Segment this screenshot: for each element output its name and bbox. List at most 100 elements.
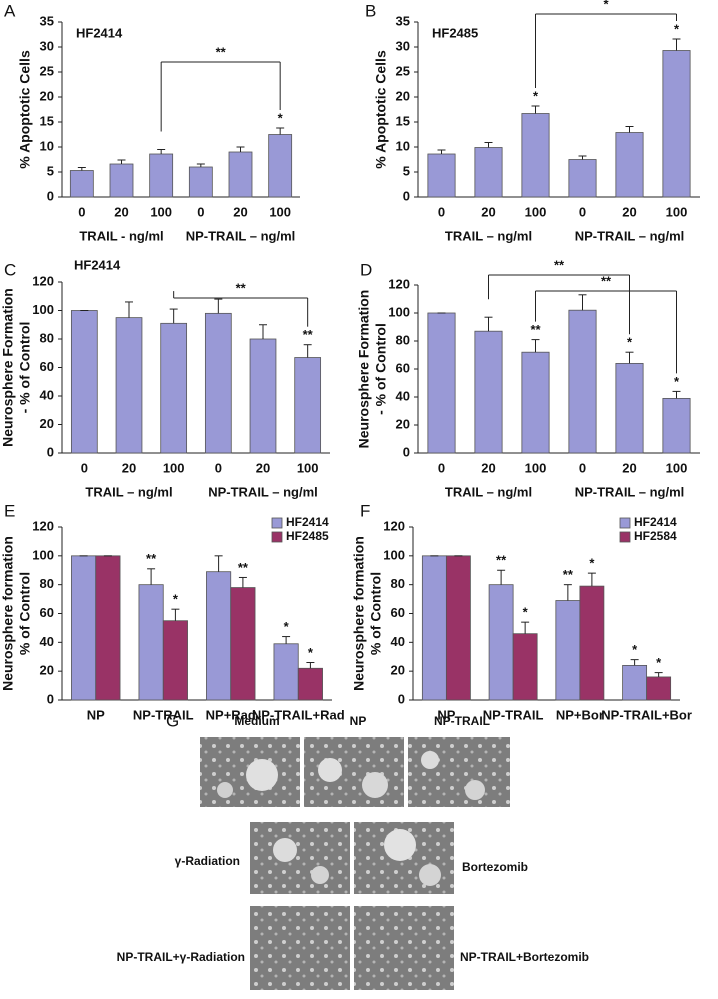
micrograph <box>250 822 350 894</box>
x-tick-label: 0 <box>579 460 586 475</box>
y-tick-label: 20 <box>396 416 410 431</box>
significance: * <box>656 655 662 670</box>
group-label: TRAIL - ng/ml <box>79 228 163 243</box>
significance: * <box>173 592 179 607</box>
y-axis-label: Neurosphere Formation <box>356 290 372 449</box>
y-tick-label: 120 <box>32 273 54 288</box>
micrograph-label: NP-TRAIL+γ-Radiation <box>117 950 245 964</box>
micrograph-label: Bortezomib <box>462 860 528 874</box>
bar <box>474 147 503 198</box>
significance: * <box>284 619 290 634</box>
panel-letter: G <box>166 711 179 730</box>
micrograph <box>408 737 510 807</box>
significance: ** <box>303 327 314 342</box>
significance: ** <box>238 560 249 575</box>
y-tick-label: 0 <box>403 188 410 203</box>
legend-label: HF2584 <box>634 529 677 543</box>
neurosphere <box>384 829 416 861</box>
y-tick-label: 0 <box>398 691 405 706</box>
significance: * <box>674 374 680 389</box>
micrograph-label: NP-TRAIL <box>434 714 490 728</box>
y-axis-label: Neurosphere formation <box>0 536 16 691</box>
bar <box>109 163 134 198</box>
micrograph <box>250 906 350 990</box>
y-axis-label: - % of Control <box>17 322 33 414</box>
bar <box>568 159 597 198</box>
x-tick-label: 0 <box>579 204 586 219</box>
group-label: NP-TRAIL – ng/ml <box>186 228 296 243</box>
bar <box>204 312 232 454</box>
y-tick-label: 40 <box>40 634 54 649</box>
bar <box>521 113 550 198</box>
bar <box>188 166 213 198</box>
legend-swatch <box>619 517 631 529</box>
x-tick-label: 100 <box>666 460 688 475</box>
significance: * <box>523 605 529 620</box>
micrograph <box>354 906 454 990</box>
panel-letter: D <box>360 260 372 279</box>
x-tick-label: 0 <box>438 204 445 219</box>
group-label: NP-TRAIL – ng/ml <box>575 484 685 499</box>
y-tick-label: 40 <box>391 634 405 649</box>
legend-swatch <box>271 531 283 543</box>
significance: * <box>674 21 680 36</box>
y-tick-label: 120 <box>388 276 410 291</box>
bar <box>488 584 514 701</box>
bar <box>294 357 322 454</box>
neurosphere <box>362 772 388 798</box>
bar <box>160 322 188 454</box>
y-tick-label: 20 <box>40 88 54 103</box>
bracket-label: ** <box>601 273 612 288</box>
y-tick-label: 30 <box>396 38 410 53</box>
x-tick-label: 0 <box>78 204 85 219</box>
y-tick-label: 60 <box>40 359 54 374</box>
y-tick-label: 20 <box>391 663 405 678</box>
x-tick-label: 100 <box>297 460 319 475</box>
bar <box>622 665 648 701</box>
x-tick-label: 100 <box>163 460 185 475</box>
bar <box>445 555 471 701</box>
bar <box>427 153 456 198</box>
micrograph-grid <box>200 737 510 990</box>
panel-letter: E <box>4 501 15 520</box>
bar <box>230 587 256 701</box>
bar <box>297 667 323 701</box>
legend-label: HF2414 <box>634 515 677 529</box>
x-tick-label: 20 <box>233 204 247 219</box>
x-tick-label: NP+Bor <box>556 707 604 722</box>
y-tick-label: 20 <box>396 88 410 103</box>
bar <box>662 397 691 454</box>
bar <box>273 643 299 701</box>
y-tick-label: 5 <box>47 163 54 178</box>
y-tick-label: 120 <box>383 518 405 533</box>
bar <box>138 584 164 701</box>
bar <box>512 633 538 701</box>
x-tick-label: 0 <box>81 460 88 475</box>
significance: ** <box>563 567 574 582</box>
panel-letter: A <box>4 1 16 20</box>
y-tick-label: 25 <box>40 63 54 78</box>
y-axis-label: % of Control <box>368 572 384 655</box>
bar <box>115 317 143 454</box>
x-tick-label: 100 <box>525 204 547 219</box>
y-axis-label: Neurosphere formation <box>351 536 367 691</box>
significance: * <box>627 335 633 350</box>
significance: ** <box>496 553 507 568</box>
inset-label: HF2414 <box>76 25 123 40</box>
bar <box>662 50 691 198</box>
y-axis-label: % Apoptotic Cells <box>373 50 389 169</box>
x-tick-label: 0 <box>438 460 445 475</box>
y-tick-label: 0 <box>47 444 54 459</box>
y-tick-label: 20 <box>40 663 54 678</box>
inset-label: HF2414 <box>74 257 121 272</box>
legend-label: HF2414 <box>286 515 329 529</box>
neurosphere <box>318 758 342 782</box>
x-tick-label: 100 <box>269 204 291 219</box>
legend-label: HF2485 <box>286 529 329 543</box>
neurosphere <box>246 759 278 791</box>
y-tick-label: 60 <box>40 605 54 620</box>
group-label: NP-TRAIL – ng/ml <box>208 484 318 499</box>
x-tick-label: NP <box>87 707 105 722</box>
y-tick-label: 40 <box>396 388 410 403</box>
